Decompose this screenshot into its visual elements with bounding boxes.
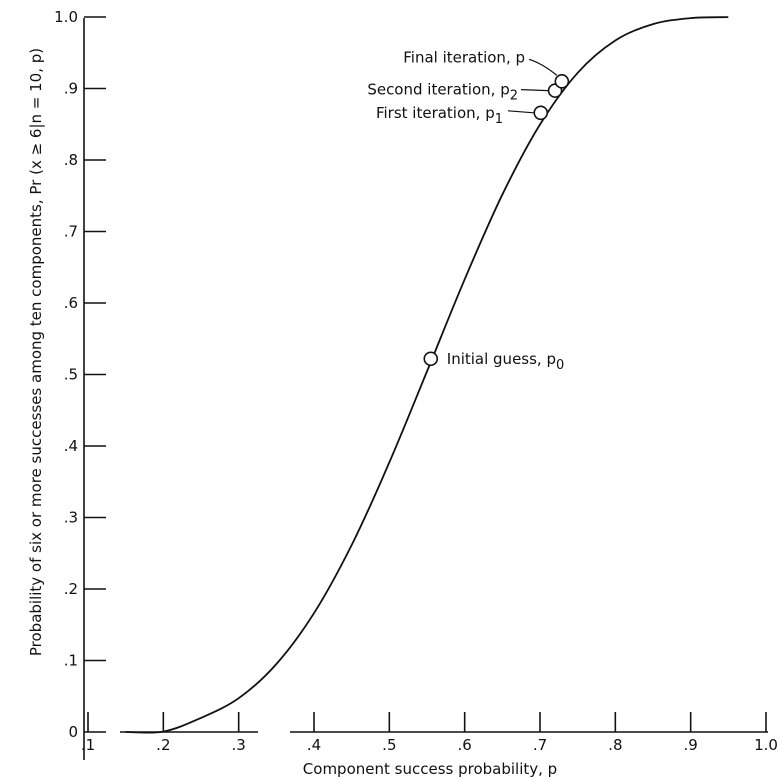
y-tick-label: 1.0 <box>54 8 78 26</box>
y-tick-label: .5 <box>64 366 78 384</box>
axes <box>83 18 768 760</box>
y-tick-label: .9 <box>64 80 78 98</box>
x-tick-label: .9 <box>684 736 698 754</box>
x-tick-label: .3 <box>232 736 246 754</box>
x-axis-title: Component success probability, p <box>303 760 557 778</box>
x-tick-label: .6 <box>458 736 472 754</box>
y-tick-label: .1 <box>64 652 78 670</box>
x-tick-label: 1.0 <box>754 736 778 754</box>
iteration-point <box>423 351 439 367</box>
x-tick-label: .2 <box>156 736 170 754</box>
y-axis-title: Probability of six or more successes amo… <box>27 48 45 656</box>
series <box>125 16 729 734</box>
point-annotation: Second iteration, p2 <box>367 81 518 104</box>
iteration-point <box>533 105 549 121</box>
x-tick-label: .4 <box>307 736 321 754</box>
y-tick-label: .3 <box>64 509 78 527</box>
leader-line <box>520 89 549 92</box>
y-tick-label: .2 <box>64 580 78 598</box>
x-tick-label: .1 <box>81 736 95 754</box>
leader-line <box>507 110 534 114</box>
point-annotation-text: Initial guess, p <box>447 350 556 368</box>
series-line <box>125 16 729 734</box>
x-ticks: .1 .2 .3 .4 .5 .6 .7 .8 .9 1.0 <box>81 712 778 754</box>
point-annotation: First iteration, p1 <box>376 104 503 127</box>
point-annotation-text: Final iteration, p <box>403 48 525 66</box>
y-ticks: 0 .1 .2 .3 .4 .5 .6 .7 .8 .9 1.0 <box>54 8 106 741</box>
y-tick-label: 0 <box>68 723 78 741</box>
point-annotation: Final iteration, p <box>403 48 525 66</box>
point-annotation-text: First iteration, p <box>376 104 495 122</box>
x-tick-label: .5 <box>382 736 396 754</box>
iteration-point <box>554 74 570 89</box>
x-tick-label: .8 <box>608 736 622 754</box>
point-annotation-subscript: 0 <box>556 358 564 373</box>
leader-line <box>528 58 558 76</box>
y-tick-label: .7 <box>64 223 78 241</box>
point-annotation-text: Second iteration, p <box>367 81 509 99</box>
y-tick-label: .6 <box>64 294 78 312</box>
point-annotation-subscript: 1 <box>495 112 503 127</box>
point-annotation-subscript: 2 <box>510 89 518 104</box>
y-tick-label: .4 <box>64 437 78 455</box>
x-tick-label: .7 <box>533 736 547 754</box>
point-annotation: Initial guess, p0 <box>447 350 565 373</box>
y-tick-label: .8 <box>64 151 78 169</box>
